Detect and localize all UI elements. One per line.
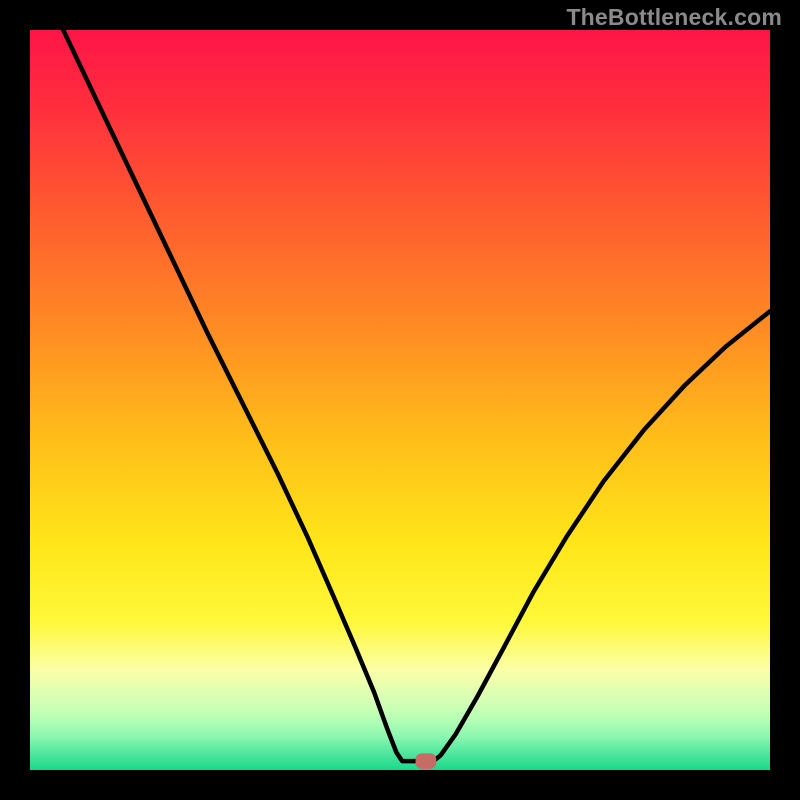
gradient-background [30, 30, 770, 770]
watermark-text: TheBottleneck.com [566, 4, 782, 31]
chart-container: TheBottleneck.com [0, 0, 800, 800]
plot-area [30, 30, 770, 770]
optimal-point-marker [416, 753, 437, 769]
